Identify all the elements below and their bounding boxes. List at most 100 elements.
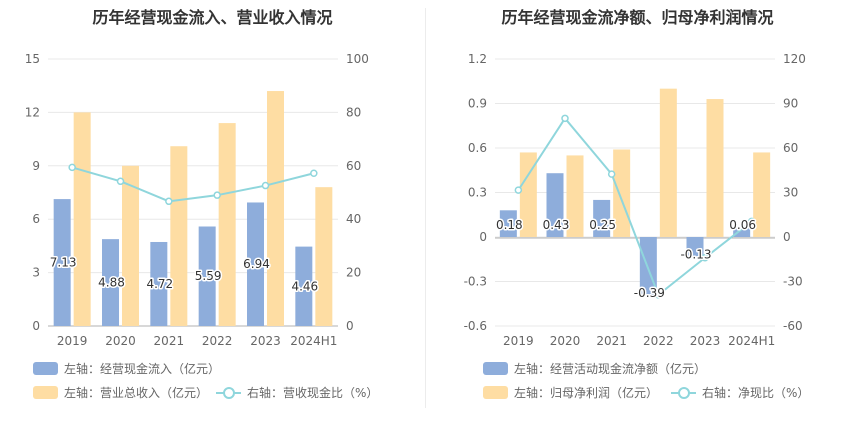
chart-title: 历年经营现金流入、营业收入情况 [92,8,333,27]
bar-primary [546,173,564,237]
legend-swatch-bar [33,386,58,399]
line-point [701,254,709,262]
chart-net-cash-profit: -0.6 -60 -0.3 -30 0 0 0.3 30 0.6 60 0.9 90 1.2 120 201… [464,52,806,348]
line-point [68,163,76,172]
chart-cash-inflow-revenue: 0 0 3 20 6 40 9 60 12 80 15 100 2019 2020 2021 2022 2023… [25,52,369,348]
line-series [517,116,753,297]
y-left-tick-label: 0.9 [468,97,487,111]
bar-primary [593,199,611,237]
y-right-tick-label: 40 [346,212,361,226]
chart-panel-net-cash-profit: 历年经营现金流净额、归母净利润情况 -0.6 -60 -0.3 -30 0 0 0.3 30 0… [425,0,850,437]
x-tick-label: 2020 [550,334,581,348]
bar-secondary [519,152,537,237]
x-tick-label: 2020 [105,334,136,348]
bar-primary [247,202,264,326]
legend-swatch-line [671,386,696,399]
legend-swatch-bar [33,362,58,375]
line-point [310,169,318,178]
x-tick-label: 2021 [596,334,627,348]
x-tick-label: 2021 [154,334,185,348]
bar-primary [295,246,313,326]
x-tick-label: 2019 [57,334,88,348]
bar-secondary [267,91,284,326]
line-point [747,217,756,226]
bar-secondary [706,99,724,237]
legend-item-revenue[interactable]: 左轴：营业总收入（亿元） [33,384,208,401]
legend-label: 右轴：营收现金比（%） [247,386,379,400]
bar-primary [53,199,71,326]
line-point [654,291,663,299]
line-point [213,191,221,199]
legend-label: 左轴：归母净利润（亿元） [514,386,659,400]
legend-swatch-bar [483,362,508,375]
bar-data-label: 4.46 [291,279,318,293]
bar-primary [686,237,704,257]
line-point [165,197,173,206]
bar-data-label: 4.72 [146,277,173,291]
bar-primary [198,226,216,326]
bar-primary [733,228,751,237]
y-left-tick-label: 12 [25,105,40,119]
bar-data-label: 0.18 [496,218,523,232]
legend-label: 右轴：净现比（%） [702,386,810,400]
bar-secondary [753,152,771,237]
line-point [261,181,270,190]
y-left-tick-label: 15 [25,52,40,66]
chart-title: 历年经营现金流净额、归母净利润情况 [501,8,774,27]
bar-data-label: -0.39 [634,286,665,300]
x-tick-label: 2024H1 [728,334,775,348]
x-tick-label: 2023 [690,334,721,348]
y-left-tick-label: 6 [32,212,40,226]
legend-item-net-profit[interactable]: 左轴：归母净利润（亿元） [483,384,658,401]
x-tick-label: 2023 [250,334,281,348]
bar-data-label: 0.43 [543,218,570,232]
line-series [71,166,315,203]
bar-data-label: 7.13 [50,256,77,270]
y-right-tick-label: 80 [346,105,361,119]
y-right-tick-label: 60 [783,141,798,155]
bar-data-label: 0.25 [589,218,616,232]
line-point [607,170,616,178]
panel-divider [425,8,426,408]
y-left-tick-label: 0 [32,319,40,333]
y-left-tick-label: 0.6 [468,141,487,155]
x-tick-label: 2019 [503,334,534,348]
bar-secondary [170,146,188,326]
legend-label: 左轴：经营活动现金流净额（亿元） [514,362,707,376]
y-right-tick-label: 20 [346,266,361,280]
legend-item-cash-inflow[interactable]: 左轴：经营现金流入（亿元） [33,360,220,377]
legend-swatch-bar [483,386,508,399]
line-point [514,186,523,194]
y-left-tick-label: 9 [32,159,40,173]
line-point [561,114,569,123]
y-left-tick-label: 0 [479,230,487,244]
legend-item-net-cash-ratio[interactable]: 右轴：净现比（%） [671,384,809,401]
y-right-tick-label: 0 [346,319,354,333]
bar-data-label: 0.06 [729,218,756,232]
x-tick-label: 2022 [202,334,233,348]
y-right-tick-label: 30 [783,186,798,200]
bar-data-label: 4.88 [98,276,125,290]
bar-primary [150,241,168,326]
bar-secondary [613,149,631,237]
y-right-tick-label: 60 [346,159,361,173]
bar-data-label: 5.59 [195,269,222,283]
x-tick-label: 2024H1 [290,334,337,348]
y-right-tick-label: -30 [783,275,803,289]
y-right-tick-label: 100 [346,52,369,66]
y-left-tick-label: 1.2 [468,52,487,66]
legend-item-net-operating-cash[interactable]: 左轴：经营活动现金流净额（亿元） [483,360,706,377]
bar-secondary [218,123,236,326]
bar-secondary [659,88,677,238]
y-right-tick-label: 0 [783,230,791,244]
bar-data-label: 6.94 [243,257,270,271]
y-left-tick-label: 0.3 [468,186,487,200]
bar-secondary [122,165,139,326]
y-left-tick-label: -0.6 [464,319,487,333]
bar-secondary [315,187,333,326]
y-right-tick-label: 120 [783,52,806,66]
chart-panel-cash-inflow-revenue: 历年经营现金流入、营业收入情况 0 0 3 20 6 40 9 60 12 80 15 100 2019… [25,8,379,401]
y-right-tick-label: 90 [783,97,798,111]
legend-swatch-line [216,386,241,399]
legend-item-cash-revenue-ratio[interactable]: 右轴：营收现金比（%） [216,384,378,401]
